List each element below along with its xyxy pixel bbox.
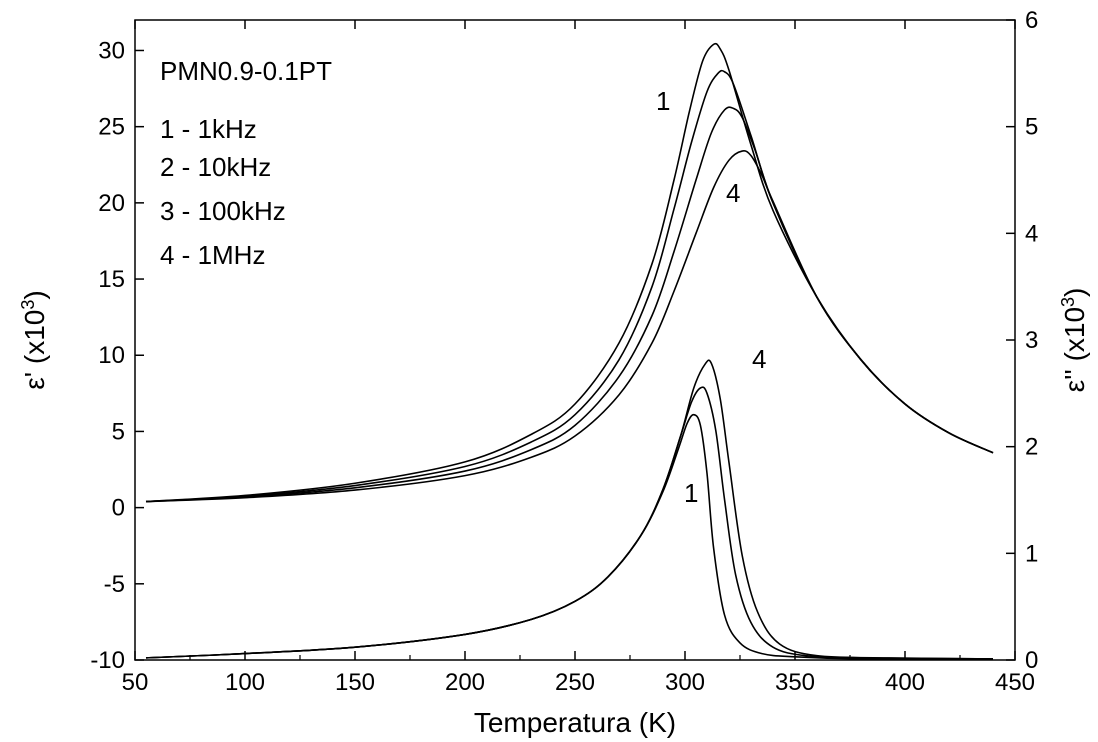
y-left-tick-label: 10 <box>98 342 125 369</box>
y-left-tick-label: 5 <box>112 418 125 445</box>
curve-label-real-4: 4 <box>726 178 740 208</box>
x-tick-label: 300 <box>665 669 705 696</box>
y-right-axis-ticks: 0 1 2 3 4 5 6 <box>1006 7 1038 674</box>
curve-label-real-1: 1 <box>656 86 670 116</box>
legend-entry-3: 3 - 100kHz <box>160 196 286 226</box>
y-right-tick-label: 0 <box>1025 647 1038 674</box>
legend-entry-4: 4 - 1MHz <box>160 240 265 270</box>
y-left-tick-label: 15 <box>98 266 125 293</box>
series-line-5 <box>145 413 994 660</box>
y-right-axis-title-main: ε'' (x10 <box>1059 307 1090 392</box>
series-line-2 <box>145 69 994 503</box>
x-tick-label: 350 <box>775 669 815 696</box>
series-line-6 <box>145 386 994 660</box>
series-group <box>145 42 994 660</box>
y-right-axis-title-end: ) <box>1059 288 1090 297</box>
x-tick-label: 200 <box>445 669 485 696</box>
x-tick-label: 450 <box>995 669 1035 696</box>
y-right-tick-label: 2 <box>1025 434 1038 461</box>
legend-entry-2: 2 - 10kHz <box>160 152 271 182</box>
series-line-3 <box>145 106 994 503</box>
y-left-tick-label: 25 <box>98 114 125 141</box>
y-right-axis-title-sup: 3 <box>1058 297 1078 307</box>
y-left-axis-title-end: ) <box>19 290 50 299</box>
y-left-axis-title-sup: 3 <box>18 300 38 310</box>
plot-frame <box>134 19 1016 661</box>
y-right-tick-label: 1 <box>1025 540 1038 567</box>
x-tick-label: 250 <box>555 669 595 696</box>
y-right-tick-label: 3 <box>1025 327 1038 354</box>
x-axis-ticks: 50 100 150 200 250 300 350 400 450 <box>122 20 1035 696</box>
y-left-tick-label: 20 <box>98 190 125 217</box>
x-axis-title: Temperatura (K) <box>474 707 676 738</box>
series-line-1 <box>145 42 994 503</box>
y-left-axis-title-main: ε' (x10 <box>19 310 50 390</box>
curve-label-imag-4: 4 <box>752 344 766 374</box>
x-tick-label: 100 <box>225 669 265 696</box>
series-line-7 <box>145 359 994 660</box>
y-right-axis-title: ε'' (x103) <box>1058 288 1090 393</box>
y-right-tick-label: 4 <box>1025 220 1038 247</box>
chart-title: PMN0.9-0.1PT <box>160 56 332 86</box>
y-left-tick-label: -10 <box>90 647 125 674</box>
y-left-tick-label: 30 <box>98 37 125 64</box>
y-right-tick-label: 6 <box>1025 7 1038 34</box>
curve-label-imag-1: 1 <box>684 478 698 508</box>
x-tick-label: 50 <box>122 669 149 696</box>
x-tick-label: 150 <box>335 669 375 696</box>
y-left-axis-ticks: -10 -5 0 5 10 15 20 25 30 <box>90 37 144 674</box>
y-left-tick-label: -5 <box>104 571 125 598</box>
x-tick-label: 400 <box>885 669 925 696</box>
y-left-tick-label: 0 <box>112 495 125 522</box>
legend-entry-1: 1 - 1kHz <box>160 114 257 144</box>
y-right-tick-label: 5 <box>1025 114 1038 141</box>
y-left-axis-title: ε' (x103) <box>18 290 50 389</box>
series-line-4 <box>145 150 994 503</box>
